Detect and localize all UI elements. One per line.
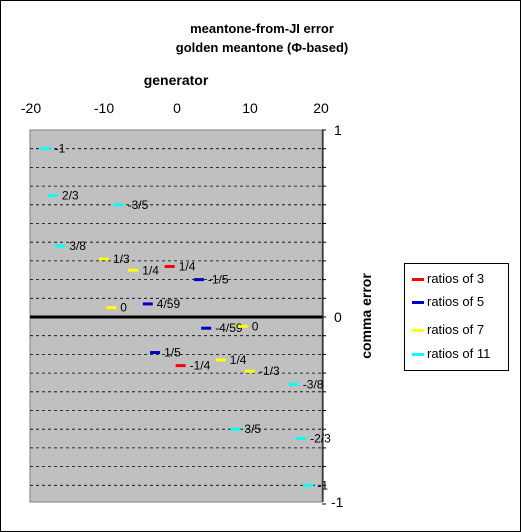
y-axis-title: comma error [358, 273, 374, 359]
x-tick-label: -20 [21, 100, 41, 116]
legend-label: ratios of 7 [427, 322, 485, 337]
data-marks: 1/4 -1/4 -1/5 4/59 -4/59 1/5 1/3 1/4 0 0 1/4 -1/3 -1… [40, 142, 331, 492]
grid-lines [30, 148, 322, 486]
legend-label: ratios of 3 [427, 271, 485, 286]
x-axis-title: generator [144, 72, 209, 88]
data-label: 0 [120, 301, 127, 315]
data-label: -2/3 [310, 432, 331, 446]
legend: ratios of 3 ratios of 5 ratios of 7 rati… [404, 263, 509, 371]
y-tick-label: -1 [331, 494, 344, 510]
data-label: 3/8 [69, 239, 86, 253]
y-axis-ticks [322, 129, 326, 505]
data-label: 1/3 [113, 252, 130, 266]
data-label: 4/59 [157, 297, 181, 311]
data-label: -1/5 [208, 273, 229, 287]
legend-swatch-cyan [412, 353, 424, 356]
data-label: 1/4 [142, 263, 159, 277]
data-label: 2/3 [62, 188, 79, 202]
legend-label: ratios of 5 [427, 294, 485, 309]
data-label: -3/8 [303, 377, 324, 391]
chart-title: meantone-from-JI error [190, 21, 334, 36]
legend-label: ratios of 11 [427, 346, 491, 361]
legend-item-ratios-of-3: ratios of 3 [405, 271, 508, 287]
legend-item-ratios-of-11: ratios of 11 [405, 346, 508, 362]
chart-subtitle: golden meantone (Φ-based) [176, 40, 348, 55]
legend-swatch-yellow [412, 329, 424, 332]
x-tick-label: -10 [94, 100, 114, 116]
data-label: -1 [55, 142, 66, 156]
x-tick-label: 10 [242, 100, 258, 116]
legend-item-ratios-of-5: ratios of 5 [405, 294, 508, 310]
data-label: -3/5 [128, 198, 149, 212]
data-label: 1/4 [179, 260, 196, 274]
data-label: 0 [252, 319, 259, 333]
data-label: -1/3 [259, 364, 280, 378]
data-label: -1 [317, 478, 328, 492]
data-label: 1/4 [230, 353, 247, 367]
y-tick-label: 0 [334, 309, 342, 325]
legend-item-ratios-of-7: ratios of 7 [405, 322, 508, 338]
data-label: 3/5 [244, 422, 261, 436]
y-tick-label: 1 [334, 122, 342, 138]
x-tick-label: 0 [173, 100, 181, 116]
data-label: 1/5 [164, 346, 181, 360]
data-label: -4/59 [215, 321, 243, 335]
x-tick-label: 20 [313, 100, 329, 116]
data-label: -1/4 [190, 359, 211, 373]
legend-swatch-red [412, 278, 424, 281]
legend-swatch-blue [412, 301, 424, 304]
